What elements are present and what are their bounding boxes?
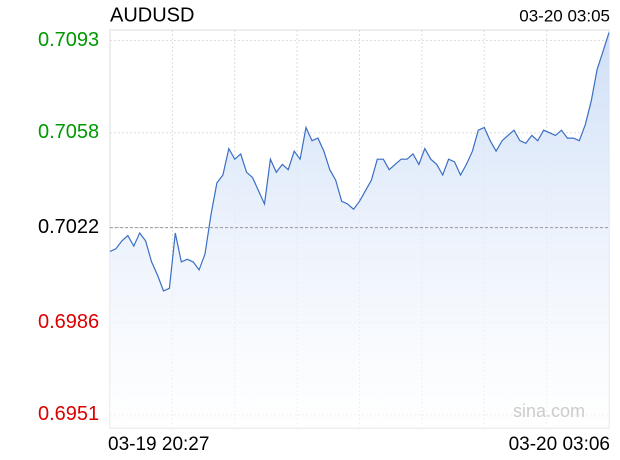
area [110,32,609,428]
watermark: sina.com [513,401,585,421]
chart-title: AUDUSD [110,4,194,26]
y-tick-label: 0.6951 [38,403,99,425]
y-tick-label: 0.7022 [38,216,99,238]
timestamp: 03-20 03:05 [519,6,610,25]
y-tick-label: 0.7058 [38,121,99,143]
x-tick-label: 03-20 03:06 [509,434,610,455]
x-tick-label: 03-19 20:27 [108,434,209,455]
y-tick-label: 0.7093 [38,29,99,51]
line [109,32,610,292]
y-tick-label: 0.6986 [38,311,99,333]
